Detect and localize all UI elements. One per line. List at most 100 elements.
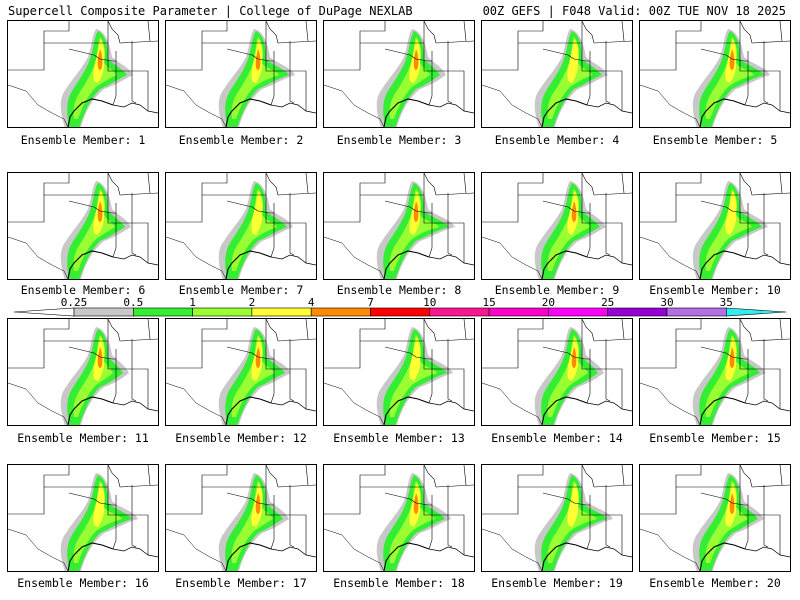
scp-map	[8, 21, 158, 127]
gulf-coastline	[744, 400, 790, 412]
scp-map	[324, 465, 474, 571]
al-border	[447, 41, 465, 111]
scp-map	[640, 173, 790, 279]
tx-la-border	[744, 203, 749, 258]
ky-border	[621, 319, 625, 340]
tx-la-border	[270, 51, 275, 106]
scp-yellow-fill	[409, 337, 421, 381]
ms-border	[274, 368, 295, 402]
scp-map	[640, 465, 790, 571]
rio-grande-border	[482, 528, 543, 571]
tx-la-border	[586, 349, 591, 404]
tn-border	[751, 40, 790, 44]
legend-tick-label: 25	[601, 296, 614, 309]
tx-la-border	[744, 51, 749, 106]
tn-border	[435, 40, 474, 44]
ensemble-member-map	[165, 20, 317, 128]
scp-orange-max	[571, 347, 577, 368]
ensemble-member-label: Ensemble Member: 10	[649, 283, 781, 297]
legend-tick-label: 35	[720, 296, 733, 309]
ensemble-member-map	[7, 464, 159, 572]
al-border	[605, 193, 623, 263]
scp-orange-max	[255, 493, 261, 514]
ms-border	[748, 222, 769, 256]
rio-grande-border	[8, 84, 69, 127]
tn-border	[435, 192, 474, 196]
scp-map	[166, 319, 316, 425]
rio-grande-border	[482, 236, 543, 279]
gulf-coastline	[112, 400, 158, 412]
rio-grande-border	[8, 382, 69, 425]
ky-border	[305, 319, 309, 340]
red-river-border	[226, 346, 274, 360]
ensemble-member-label: Ensemble Member: 12	[175, 431, 307, 445]
mo-border	[739, 465, 753, 488]
ar-border	[739, 43, 748, 72]
rio-grande-border	[324, 84, 385, 127]
scp-map	[324, 21, 474, 127]
tx-la-border	[428, 495, 433, 550]
gulf-coastline	[586, 546, 632, 558]
ar-border	[107, 487, 116, 516]
texas-coastline	[383, 98, 430, 127]
legend-high-arrow	[725, 307, 787, 317]
ar-border	[739, 195, 748, 224]
mo-border	[107, 319, 121, 342]
legend-color-swatch	[488, 307, 549, 317]
red-river-border	[68, 346, 116, 360]
ensemble-member-label: Ensemble Member: 20	[649, 576, 781, 590]
scp-orange-max	[413, 49, 419, 70]
scp-map	[324, 173, 474, 279]
ensemble-member-map	[639, 20, 791, 128]
model-run-valid-time: 00Z GEFS | F048 Valid: 00Z TUE NOV 18 20…	[482, 4, 786, 18]
ar-border	[581, 43, 590, 72]
scp-orange-max	[413, 201, 419, 222]
ensemble-member-label: Ensemble Member: 17	[175, 576, 307, 590]
texas-coastline	[699, 98, 746, 127]
scp-yellow-fill	[567, 483, 579, 527]
scp-orange-max	[729, 493, 735, 514]
al-border	[605, 339, 623, 409]
legend-tick-label: 0.25	[61, 296, 88, 309]
texas-coastline	[699, 542, 746, 571]
mo-border	[581, 465, 595, 488]
scp-orange-max	[97, 201, 103, 222]
texas-coastline	[541, 250, 588, 279]
gulf-coastline	[112, 254, 158, 266]
tx-la-border	[270, 495, 275, 550]
texas-coastline	[541, 396, 588, 425]
gulf-coastline	[744, 254, 790, 266]
ensemble-member-map	[7, 20, 159, 128]
scp-orange-max	[97, 347, 103, 368]
gulf-coastline	[744, 546, 790, 558]
legend-tick-label: 0.5	[123, 296, 143, 309]
ensemble-member-map	[323, 464, 475, 572]
ms-border	[116, 222, 137, 256]
ms-border	[116, 368, 137, 402]
mo-border	[581, 21, 595, 44]
ensemble-member-map	[323, 172, 475, 280]
red-river-border	[542, 48, 590, 62]
legend-color-swatch	[251, 307, 312, 317]
al-border	[763, 339, 781, 409]
tn-border	[593, 338, 632, 342]
ms-border	[590, 70, 611, 104]
mo-border	[423, 21, 437, 44]
tx-la-border	[112, 203, 117, 258]
al-border	[289, 485, 307, 555]
nm-tx-border	[324, 465, 386, 515]
red-river-border	[226, 48, 274, 62]
ensemble-member-label: Ensemble Member: 8	[336, 283, 462, 297]
nm-tx-border	[324, 21, 386, 71]
nm-tx-border	[8, 21, 70, 71]
red-river-border	[700, 48, 748, 62]
ky-border	[779, 465, 783, 486]
texas-coastline	[225, 98, 272, 127]
ky-border	[305, 173, 309, 194]
texas-coastline	[383, 250, 430, 279]
ensemble-member-map	[165, 318, 317, 426]
tn-border	[751, 484, 790, 488]
tx-la-border	[270, 349, 275, 404]
tn-border	[277, 484, 316, 488]
texas-coastline	[67, 98, 114, 127]
